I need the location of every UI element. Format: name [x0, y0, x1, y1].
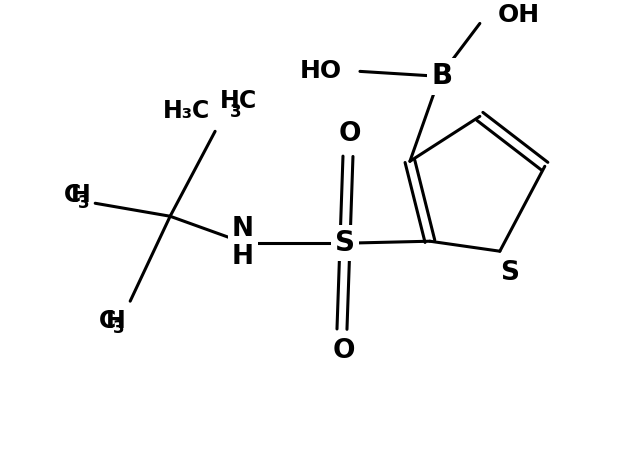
- Text: H₃C: H₃C: [163, 99, 210, 123]
- Text: 3: 3: [77, 194, 90, 212]
- Text: C: C: [99, 309, 116, 333]
- Text: S: S: [500, 260, 519, 286]
- Text: H: H: [232, 244, 254, 270]
- Text: HO: HO: [300, 59, 342, 83]
- Text: 3: 3: [113, 319, 124, 337]
- Text: S: S: [335, 229, 355, 257]
- Text: OH: OH: [498, 3, 540, 27]
- Text: B: B: [431, 62, 452, 90]
- Text: C: C: [239, 89, 256, 114]
- Text: N: N: [232, 216, 254, 242]
- Text: O: O: [333, 338, 355, 364]
- Text: H: H: [70, 183, 90, 207]
- Text: H: H: [220, 89, 240, 114]
- Text: C: C: [63, 183, 81, 207]
- Text: 3: 3: [230, 103, 242, 122]
- Text: H: H: [106, 309, 125, 333]
- Text: O: O: [339, 122, 361, 147]
